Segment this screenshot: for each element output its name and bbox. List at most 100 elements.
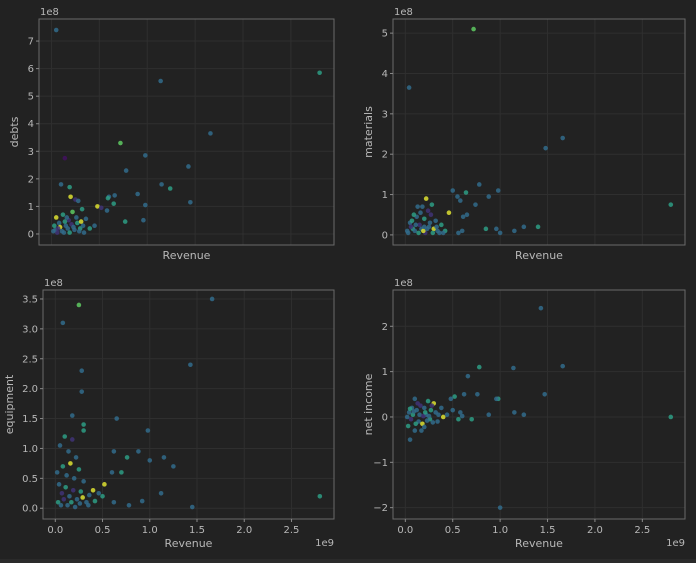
y-tick-label: 4 bbox=[28, 119, 34, 130]
scatter-point bbox=[188, 362, 193, 368]
y-tick-label: 2 bbox=[382, 322, 388, 333]
y-tick-label: 2.0 bbox=[22, 384, 38, 395]
scatter-point bbox=[64, 215, 70, 220]
scatter-point bbox=[459, 413, 465, 419]
subplot-1: 0 1 2 3 4 5 6 7 Revenue debts 1e8 bbox=[8, 7, 335, 262]
x-tick-label: 0.0 bbox=[397, 525, 413, 536]
y-offset-label: 1e8 bbox=[394, 7, 413, 18]
scatter-point bbox=[404, 414, 410, 420]
scatter-point bbox=[96, 490, 102, 496]
x-tick-label: 2.5 bbox=[634, 525, 650, 536]
scatter-point bbox=[209, 296, 215, 302]
scatter-point bbox=[494, 226, 499, 232]
scatter-point bbox=[71, 476, 77, 481]
scatter-point bbox=[86, 502, 91, 508]
scatter-point bbox=[460, 214, 466, 220]
y-tick-label: 1 bbox=[382, 367, 388, 378]
scatter-point bbox=[426, 413, 432, 419]
scatter-point bbox=[458, 410, 463, 415]
scatter-point bbox=[60, 464, 66, 469]
axes-frame bbox=[38, 18, 335, 246]
scatter-point bbox=[86, 492, 92, 498]
scatter-point bbox=[521, 412, 527, 418]
scatter-point bbox=[83, 216, 89, 222]
scatter-point bbox=[208, 131, 213, 136]
x-tick-label: 1.5 bbox=[540, 525, 556, 536]
y-tick-label: 0 bbox=[382, 412, 388, 423]
y-tick-label: −2 bbox=[373, 503, 388, 514]
scatter-point bbox=[404, 228, 410, 234]
y-tick-label: 0.5 bbox=[22, 474, 38, 485]
scatter-point bbox=[421, 405, 427, 411]
scatter-point bbox=[71, 224, 76, 230]
y-tick-label: 1.5 bbox=[22, 414, 38, 425]
scatter-point bbox=[560, 135, 566, 141]
scatter-point bbox=[75, 198, 81, 204]
scatter-point bbox=[417, 222, 422, 228]
scatter-point bbox=[486, 412, 492, 418]
points-layer bbox=[54, 296, 323, 510]
scatter-point bbox=[73, 455, 79, 460]
scatter-point bbox=[139, 498, 145, 504]
x-tick-label: 2.5 bbox=[284, 525, 300, 536]
scatter-point bbox=[58, 502, 64, 508]
y-tick-label: 3.0 bbox=[22, 324, 38, 335]
scatter-point bbox=[81, 479, 86, 484]
scatter-point bbox=[405, 423, 411, 429]
y-tick-label: 1 bbox=[28, 202, 34, 213]
x-tick-label: 1.0 bbox=[142, 525, 158, 536]
scatter-point bbox=[543, 145, 548, 151]
x-axis-label: Revenue bbox=[515, 537, 563, 550]
scatter-point bbox=[52, 223, 57, 229]
scatter-point bbox=[421, 216, 427, 222]
x-offset-label: 1e9 bbox=[666, 538, 685, 549]
scatter-point bbox=[78, 489, 84, 494]
scatter-point bbox=[54, 470, 60, 475]
scatter-point bbox=[81, 230, 87, 235]
points-layer bbox=[404, 26, 674, 236]
scatter-point bbox=[62, 434, 68, 439]
scatter-point bbox=[433, 218, 438, 224]
scatter-point bbox=[104, 208, 110, 213]
scatter-point bbox=[483, 226, 489, 232]
scatter-point bbox=[76, 467, 82, 472]
scatter-point bbox=[100, 493, 105, 499]
y-tick-label: 2 bbox=[28, 174, 34, 185]
scatter-point bbox=[430, 230, 436, 236]
scatter-point bbox=[413, 222, 419, 228]
scatter-point bbox=[456, 416, 461, 422]
scatter-point bbox=[446, 210, 452, 216]
scatter-point bbox=[418, 210, 423, 216]
scatter-point bbox=[61, 496, 67, 502]
scatter-point bbox=[538, 305, 544, 311]
scatter-point bbox=[66, 449, 71, 454]
scatter-point bbox=[98, 205, 104, 211]
scatter-point bbox=[463, 190, 469, 195]
scatter-point bbox=[126, 502, 132, 508]
scatter-point bbox=[423, 196, 429, 201]
y-axis-label: materials bbox=[362, 106, 375, 158]
scatter-point bbox=[409, 218, 415, 224]
scatter-point bbox=[429, 403, 435, 408]
scatter-point bbox=[81, 422, 86, 427]
scatter-point bbox=[440, 414, 446, 420]
scatter-point bbox=[415, 401, 420, 406]
scatter-point bbox=[77, 501, 83, 506]
scatter-point bbox=[542, 391, 547, 397]
y-tick-label: 0 bbox=[28, 229, 34, 240]
scatter-point bbox=[419, 428, 424, 433]
scatter-point bbox=[65, 502, 70, 508]
scatter-point bbox=[114, 416, 119, 421]
scatter-point bbox=[473, 202, 478, 207]
scatter-point bbox=[105, 195, 111, 201]
scatter-point bbox=[158, 78, 163, 84]
y-offset-label: 1e8 bbox=[394, 278, 413, 289]
scatter-point bbox=[189, 504, 195, 510]
scatter-point bbox=[51, 228, 56, 234]
scatter-point bbox=[159, 182, 164, 187]
scatter-point bbox=[79, 389, 85, 394]
axes-frame bbox=[392, 289, 686, 520]
scatter-point bbox=[64, 473, 69, 478]
scatter-point bbox=[143, 153, 148, 158]
